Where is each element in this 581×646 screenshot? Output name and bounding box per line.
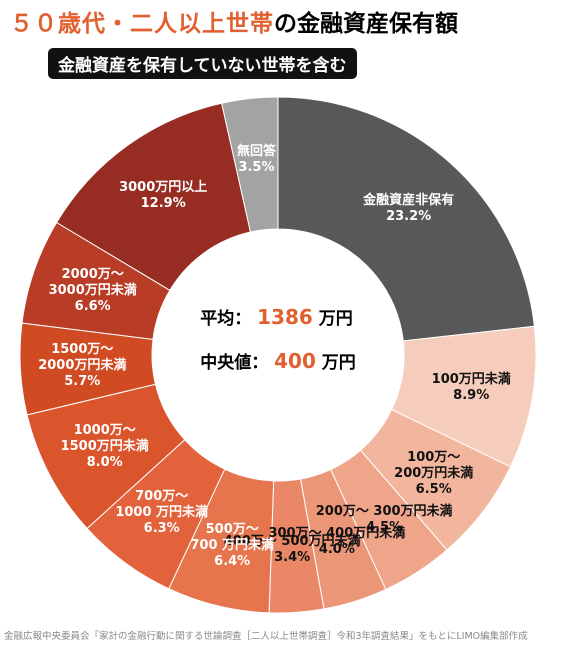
category-label: 1000万～ 1500万円未満 bbox=[60, 422, 149, 454]
title: ５０歳代・二人以上世帯の金融資産保有額 bbox=[10, 4, 458, 38]
category-label: 200万～ 300万円未満 bbox=[315, 503, 453, 519]
category-label: 無回答 bbox=[236, 144, 276, 160]
slice-label: 100万円未満 8.9% bbox=[432, 372, 511, 404]
value-label: 8.9% bbox=[453, 387, 490, 403]
unit: 万円 bbox=[321, 353, 356, 373]
median-label: 中央値： bbox=[200, 353, 269, 373]
slice-label: 700万～ 1000 万円未満 6.3% bbox=[115, 489, 208, 537]
slice bbox=[55, 102, 252, 291]
slice-label: 3000万円以上 12.9% bbox=[119, 180, 207, 212]
value-label: 12.9% bbox=[140, 196, 186, 212]
unit: 万円 bbox=[318, 309, 353, 329]
value-label: 3.4% bbox=[274, 550, 311, 566]
category-label: 3000万円以上 bbox=[119, 180, 208, 196]
category-label: 2000万～ 3000万円未満 bbox=[48, 267, 137, 299]
center-summary: 平均： 1386 万円 中央値： 400 万円 bbox=[200, 296, 356, 384]
slice bbox=[221, 96, 279, 233]
value-label: 3.5% bbox=[238, 160, 275, 176]
mean-label: 平均： bbox=[200, 309, 252, 329]
slice-label: 200万～ 300万円未満 4.5% bbox=[316, 504, 453, 536]
value-label: 6.3% bbox=[143, 520, 180, 536]
value-label: 4.5% bbox=[366, 519, 403, 535]
median-value: 400 bbox=[274, 349, 316, 373]
slice-label: 400万～ 500万円未満 3.4% bbox=[224, 534, 361, 566]
title-rest: の金融資産保有額 bbox=[274, 11, 458, 37]
category-label: 1500万～ 2000万円未満 bbox=[38, 341, 127, 373]
category-label: 700万～ 1000 万円未満 bbox=[115, 488, 209, 520]
value-label: 4.0% bbox=[318, 541, 355, 557]
slice-label: 500万～ 700 万円未満 6.4% bbox=[190, 522, 274, 570]
slice-label: 金融資産非保有 23.2% bbox=[363, 193, 454, 225]
value-label: 5.7% bbox=[64, 373, 101, 389]
category-label: 500万～ 700 万円未満 bbox=[190, 521, 275, 553]
category-label: 300万～ 400万円未満 bbox=[268, 525, 406, 541]
mean-value: 1386 bbox=[257, 305, 313, 329]
slice-label: 1500万～ 2000万円未満 5.7% bbox=[38, 342, 126, 390]
value-label: 8.0% bbox=[86, 454, 123, 470]
category-label: 100万円未満 bbox=[431, 371, 511, 387]
value-label: 23.2% bbox=[386, 208, 432, 224]
category-label: 金融資産非保有 bbox=[363, 192, 455, 208]
source: 金融広報中央委員会「家計の金融行動に関する世論調査［二人以上世帯調査］令和3年調… bbox=[4, 631, 528, 642]
value-label: 6.4% bbox=[214, 553, 251, 569]
value-label: 6.5% bbox=[415, 482, 452, 497]
value-label: 6.6% bbox=[74, 299, 111, 315]
slice-label: 2000万～ 3000万円未満 6.6% bbox=[49, 267, 137, 315]
slice-label: 無回答 3.5% bbox=[237, 144, 276, 176]
slice bbox=[277, 96, 535, 342]
category-label: 400万～ 500万円未満 bbox=[223, 534, 361, 550]
slice-label: 100万～ 200万円未満 6.5% bbox=[394, 450, 473, 498]
title-highlight: ５０歳代・二人以上世帯 bbox=[10, 11, 274, 37]
subtitle: 金融資産を保有していない世帯を含む bbox=[48, 48, 357, 79]
slice-label: 300万～ 400万円未満 4.0% bbox=[268, 526, 405, 558]
category-label: 100万～ 200万円未満 bbox=[394, 450, 474, 481]
slice-label: 1000万～ 1500万円未満 8.0% bbox=[61, 423, 149, 471]
